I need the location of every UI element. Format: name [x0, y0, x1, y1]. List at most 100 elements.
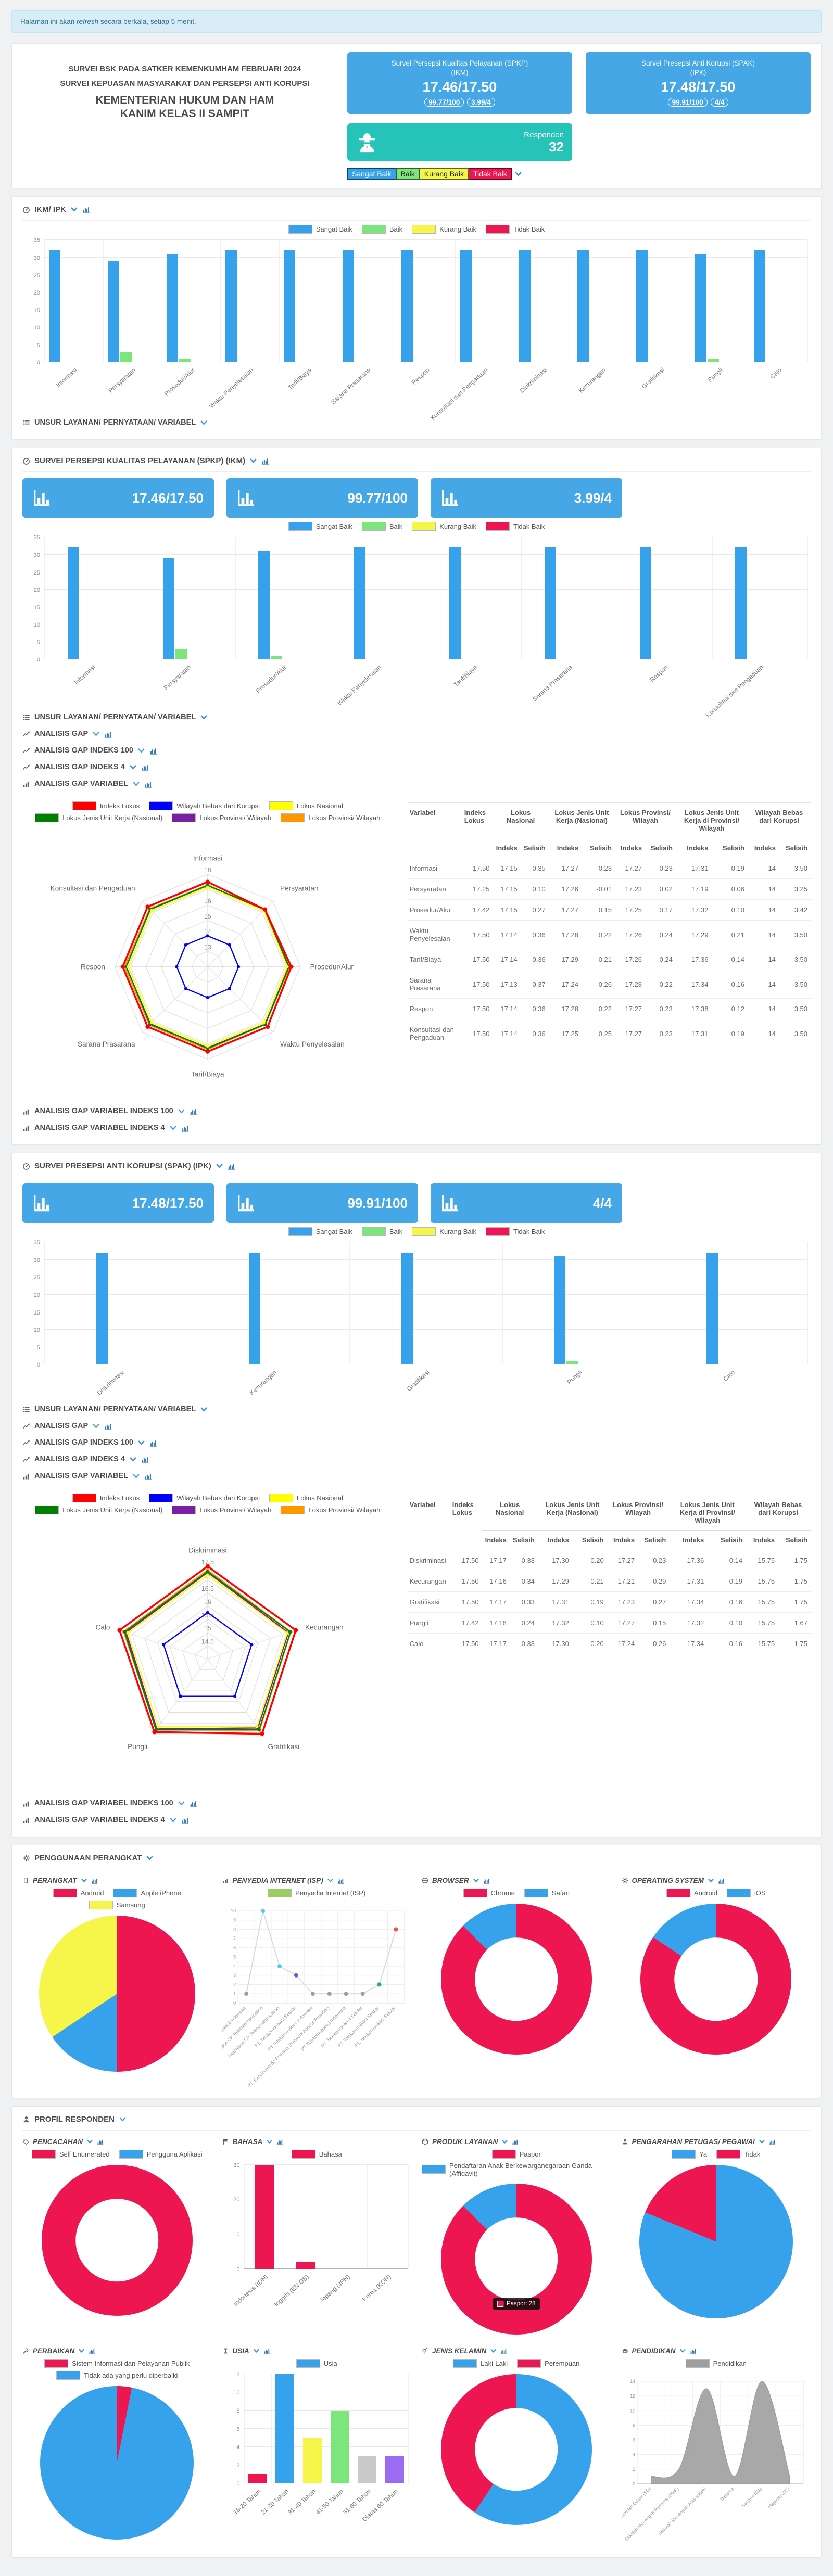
chevron-down-icon[interactable] — [216, 1162, 223, 1170]
bar-chart-icon[interactable] — [718, 1877, 725, 1884]
legend-item[interactable]: Kurang Baik — [412, 522, 476, 531]
chevron-down-icon[interactable] — [119, 2115, 127, 2123]
chevron-down-icon[interactable] — [759, 2138, 765, 2145]
legend-item[interactable]: Pendidikan — [685, 2358, 747, 2368]
legend-item[interactable]: Penyedia Internet (ISP) — [268, 1889, 365, 1898]
bar-chart-icon[interactable] — [97, 2138, 104, 2145]
rating-badge[interactable]: Sangat Baik — [347, 168, 396, 180]
bar-chart-icon[interactable] — [228, 1162, 235, 1170]
legend-item[interactable]: Wilayah Bebas dari Korupsi — [149, 1494, 260, 1503]
chevron-down-icon[interactable] — [70, 206, 78, 213]
chevron-down-icon[interactable] — [178, 1800, 185, 1807]
pencacahan-subheader[interactable]: PENCACAHAN — [22, 2138, 212, 2146]
analisis-gap-indeks-100-link[interactable]: ANALISIS GAP INDEKS 100 — [22, 1434, 811, 1451]
analisis-gap-variabel-link[interactable]: ANALISIS GAP VARIABEL — [22, 1468, 811, 1484]
bar-chart-icon[interactable] — [82, 206, 90, 213]
legend-item[interactable]: iOS — [726, 1889, 765, 1898]
legend-item[interactable]: Pendaftaran Anak Berkewarganegaraan Gand… — [422, 2162, 611, 2177]
legend-item[interactable]: Tidak Baik — [486, 225, 545, 234]
bar-chart-icon[interactable] — [337, 1877, 344, 1884]
chevron-down-icon[interactable] — [146, 1854, 154, 1862]
spkp-header[interactable]: SURVEI PERSEPSI KUALITAS PELAYANAN (SPKP… — [22, 456, 811, 473]
legend-item[interactable]: Tidak Baik — [486, 1227, 545, 1236]
penggunaan-perangkat-header[interactable]: PENGGUNAAN PERANGKAT — [22, 1854, 811, 1870]
legend-item[interactable]: Chrome — [463, 1889, 515, 1898]
legend-item[interactable]: Sangat Baik — [288, 1227, 352, 1236]
bar-chart-icon[interactable] — [190, 1800, 197, 1807]
legend-item[interactable]: Kurang Baik — [412, 1227, 476, 1236]
chevron-down-icon[interactable] — [249, 457, 257, 465]
chevron-down-icon[interactable] — [129, 763, 137, 771]
legend-item[interactable]: Samsung — [89, 1901, 145, 1910]
legend-item[interactable]: Apple iPhone — [113, 1889, 181, 1898]
analisis-gap-link[interactable]: ANALISIS GAP — [22, 725, 811, 742]
bar-chart-icon[interactable] — [149, 747, 157, 755]
jenis-kelamin-subheader[interactable]: JENIS KELAMIN — [422, 2347, 611, 2355]
bar-chart-icon[interactable] — [512, 2138, 519, 2145]
legend-item[interactable]: Lokus Provinsi/ Wilayah — [281, 813, 380, 823]
spak-header[interactable]: SURVEI PRESEPSI ANTI KORUPSI (SPAK) (IPK… — [22, 1162, 811, 1178]
legend-item[interactable]: Wilayah Bebas dari Korupsi — [149, 801, 260, 811]
legend-item[interactable]: Bahasa — [291, 2149, 342, 2159]
bar-chart-icon[interactable] — [769, 2138, 776, 2145]
produk-subheader[interactable]: PRODUK LAYANAN — [422, 2138, 611, 2146]
legend-item[interactable]: Baik — [361, 1227, 402, 1236]
bar-chart-icon[interactable] — [104, 1422, 112, 1430]
chevron-down-icon[interactable] — [501, 2138, 508, 2145]
os-subheader[interactable]: OPERATING SYSTEM — [622, 1877, 811, 1884]
unsur-layanan-link[interactable]: UNSUR LAYANAN/ PERNYATAAN/ VARIABEL — [22, 414, 811, 431]
legend-item[interactable]: Android — [666, 1889, 717, 1898]
bar-chart-icon[interactable] — [690, 2348, 697, 2354]
unsur-layanan-link[interactable]: UNSUR LAYANAN/ PERNYATAAN/ VARIABEL — [22, 709, 811, 725]
legend-item[interactable]: Kurang Baik — [412, 225, 476, 234]
legend-item[interactable]: Indeks Lokus — [72, 1494, 140, 1503]
chevron-down-icon[interactable] — [200, 713, 208, 721]
legend-item[interactable]: Android — [53, 1889, 104, 1898]
chevron-down-icon[interactable] — [81, 1877, 87, 1884]
usia-subheader[interactable]: USIA — [222, 2347, 412, 2355]
bar-chart-icon[interactable] — [141, 763, 149, 771]
legend-item[interactable]: Ya — [672, 2149, 707, 2159]
bahasa-subheader[interactable]: BAHASA — [222, 2138, 412, 2146]
bar-chart-icon[interactable] — [104, 730, 112, 738]
chevron-down-icon[interactable] — [137, 747, 145, 755]
analisis-gap-indeks-4-link[interactable]: ANALISIS GAP INDEKS 4 — [22, 1451, 811, 1468]
legend-item[interactable]: Sistem Informasi dan Pelayanan Publik — [44, 2358, 190, 2368]
ikm-ipk-header[interactable]: IKM/ IPK — [22, 205, 811, 221]
bar-chart-icon[interactable] — [190, 1107, 197, 1115]
legend-item[interactable]: Indeks Lokus — [72, 801, 140, 811]
bar-chart-icon[interactable] — [500, 2348, 507, 2354]
analisis-gap-variabel-100-link[interactable]: ANALISIS GAP VARIABEL INDEKS 100 — [22, 1795, 811, 1812]
chevron-down-icon[interactable] — [78, 2348, 85, 2354]
chevron-down-icon[interactable] — [266, 2138, 273, 2145]
analisis-gap-variabel-100-link[interactable]: ANALISIS GAP VARIABEL INDEKS 100 — [22, 1103, 811, 1119]
chevron-down-icon[interactable] — [92, 1422, 100, 1430]
chevron-down-icon[interactable] — [86, 2138, 93, 2145]
bar-chart-icon[interactable] — [276, 2138, 283, 2145]
rating-badge[interactable]: Tidak Baik — [469, 168, 512, 180]
analisis-gap-variabel-4-link[interactable]: ANALISIS GAP VARIABEL INDEKS 4 — [22, 1119, 811, 1136]
chevron-down-icon[interactable] — [132, 1472, 140, 1480]
bar-chart-icon[interactable] — [261, 457, 269, 465]
chevron-down-icon[interactable] — [132, 780, 140, 788]
chevron-down-icon[interactable] — [708, 1877, 714, 1884]
legend-item[interactable]: Safari — [524, 1889, 570, 1898]
chevron-down-icon[interactable] — [200, 419, 208, 427]
bar-chart-icon[interactable] — [263, 2348, 270, 2354]
pendidikan-subheader[interactable]: PENDIDIKAN — [622, 2347, 811, 2355]
legend-item[interactable]: Tidak Baik — [486, 522, 545, 531]
bar-chart-icon[interactable] — [144, 780, 152, 788]
chevron-down-icon[interactable] — [253, 2348, 260, 2354]
legend-item[interactable]: Baik — [361, 522, 402, 531]
analisis-gap-indeks-4-link[interactable]: ANALISIS GAP INDEKS 4 — [22, 759, 811, 775]
analisis-gap-variabel-4-link[interactable]: ANALISIS GAP VARIABEL INDEKS 4 — [22, 1812, 811, 1828]
chevron-down-icon[interactable] — [514, 170, 522, 178]
legend-item[interactable]: Usia — [296, 2358, 337, 2368]
legend-item[interactable]: Laki-Laki — [453, 2358, 508, 2368]
chevron-down-icon[interactable] — [490, 2348, 497, 2354]
chevron-down-icon[interactable] — [679, 2348, 686, 2354]
chevron-down-icon[interactable] — [129, 1456, 137, 1463]
legend-item[interactable]: Perempuan — [517, 2358, 579, 2368]
legend-item[interactable]: Tidak ada yang perlu diperbaiki — [56, 2370, 178, 2380]
analisis-gap-variabel-link[interactable]: ANALISIS GAP VARIABEL — [22, 775, 811, 792]
